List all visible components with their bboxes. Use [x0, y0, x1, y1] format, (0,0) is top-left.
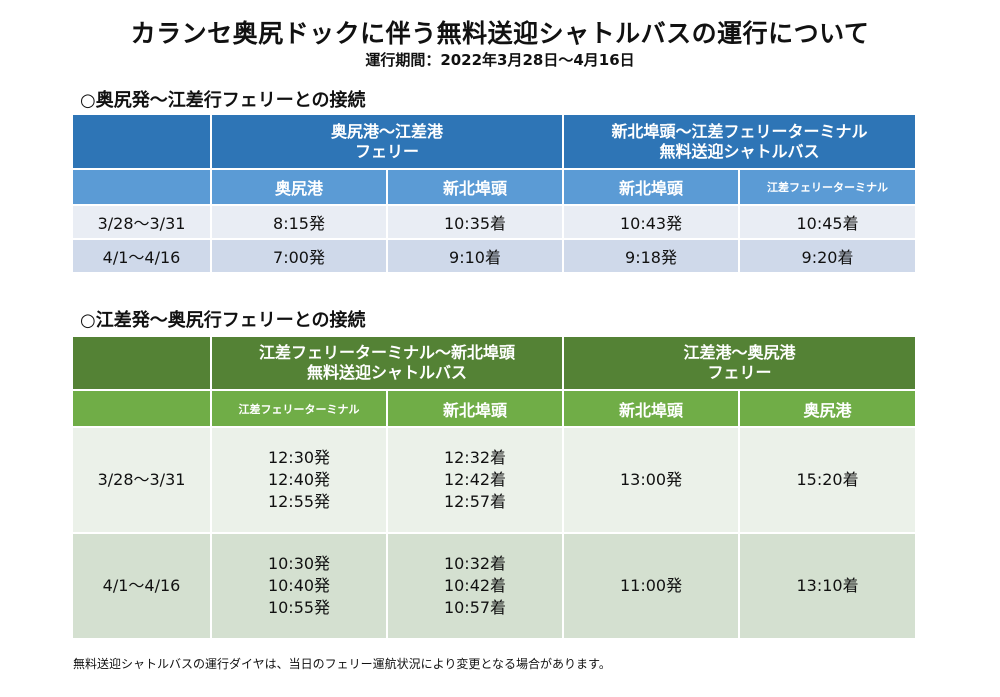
column-header: 新北埠頭: [562, 168, 741, 206]
section1-heading: ○奥尻発～江差行フェリーとの接続: [80, 90, 366, 111]
time-cell: 12:30発 12:40発 12:55発: [210, 426, 388, 534]
time-cell: 13:00発: [562, 426, 741, 534]
table-row: 4/1～4/16 7:00発 9:10着 9:18発 9:20着: [71, 238, 918, 274]
group-header-line: 奥尻港～江差港: [331, 121, 444, 141]
period-cell: 3/28～3/31: [71, 426, 212, 534]
subheader-corner: [71, 389, 212, 428]
time-cell: 9:10着: [385, 238, 565, 274]
column-header: 新北埠頭: [562, 389, 741, 428]
time-line: 12:55発: [267, 492, 331, 511]
column-header: 新北埠頭: [385, 168, 565, 206]
section2-heading: ○江差発～奥尻行フェリーとの接続: [80, 310, 366, 331]
subheader-corner: [71, 168, 212, 206]
column-header: 江差フェリーターミナル: [210, 389, 388, 428]
group-header-shuttle: 新北埠頭～江差フェリーターミナル 無料送迎シャトルバス: [562, 113, 918, 170]
table-row: 3/28～3/31 8:15発 10:35着 10:43発 10:45着: [71, 204, 918, 240]
time-cell: 15:20着: [738, 426, 918, 534]
group-header-line: 無料送迎シャトルバス: [659, 141, 820, 161]
column-header: 奥尻港: [738, 389, 918, 428]
time-line: 12:42着: [443, 470, 507, 489]
group-header-line: 新北埠頭～江差フェリーターミナル: [611, 121, 868, 141]
group-header-shuttle: 江差フェリーターミナル～新北埠頭 無料送迎シャトルバス: [209, 335, 565, 391]
time-cell: 10:32着 10:42着 10:57着: [385, 532, 565, 640]
time-line: 12:57着: [443, 492, 507, 511]
column-header: 江差フェリーターミナル: [738, 168, 918, 206]
time-line: 12:30発: [267, 448, 331, 467]
header-corner: [71, 113, 212, 170]
time-cell: 10:45着: [738, 204, 918, 240]
time-cell: 9:18発: [562, 238, 741, 274]
time-line: 10:32着: [443, 554, 507, 573]
period-cell: 4/1～4/16: [71, 238, 212, 274]
time-cell: 10:30発 10:40発 10:55発: [210, 532, 388, 640]
group-header-ferry: 奥尻港～江差港 フェリー: [209, 113, 565, 170]
group-header-line: 江差港～奥尻港: [683, 343, 796, 362]
time-cell: 12:32着 12:42着 12:57着: [385, 426, 565, 534]
time-line: 10:30発: [267, 554, 331, 573]
table-row: 4/1～4/16 10:30発 10:40発 10:55発 10:32着 10:…: [71, 532, 918, 640]
operation-period: 運行期間：2022年3月28日～4月16日: [365, 51, 635, 69]
table-row: 3/28～3/31 12:30発 12:40発 12:55発 12:32着 12…: [71, 426, 918, 534]
time-cell: 11:00発: [562, 532, 741, 640]
footnote: 無料送迎シャトルバスの運行ダイヤは、当日のフェリー運航状況により変更となる場合が…: [73, 657, 611, 671]
group-header-line: 無料送迎シャトルバス: [307, 363, 468, 382]
page-title: カランセ奥尻ドックに伴う無料送迎シャトルバスの運行について: [130, 19, 870, 48]
time-line: 10:57着: [443, 598, 507, 617]
group-header-line: 江差フェリーターミナル～新北埠頭: [259, 343, 516, 362]
time-line: 12:32着: [443, 448, 507, 467]
time-cell: 13:10着: [738, 532, 918, 640]
group-header-ferry: 江差港～奥尻港 フェリー: [562, 335, 918, 391]
period-cell: 3/28～3/31: [71, 204, 212, 240]
okushiri-to-esashi-table: 奥尻港～江差港 フェリー 新北埠頭～江差フェリーターミナル 無料送迎シャトルバス…: [71, 113, 918, 274]
time-cell: 8:15発: [210, 204, 388, 240]
time-line: 10:42着: [443, 576, 507, 595]
period-cell: 4/1～4/16: [71, 532, 212, 640]
time-line: 10:55発: [267, 598, 331, 617]
time-line: 12:40発: [267, 470, 331, 489]
time-cell: 10:35着: [385, 204, 565, 240]
group-header-line: フェリー: [355, 141, 420, 161]
time-cell: 7:00発: [210, 238, 388, 274]
column-header: 奥尻港: [210, 168, 388, 206]
group-header-line: フェリー: [707, 363, 772, 382]
column-header: 新北埠頭: [385, 389, 565, 428]
esashi-to-okushiri-table: 江差フェリーターミナル～新北埠頭 無料送迎シャトルバス 江差港～奥尻港 フェリー…: [71, 335, 918, 640]
time-cell: 9:20着: [738, 238, 918, 274]
header-corner: [71, 335, 212, 391]
time-line: 10:40発: [267, 576, 331, 595]
time-cell: 10:43発: [562, 204, 741, 240]
